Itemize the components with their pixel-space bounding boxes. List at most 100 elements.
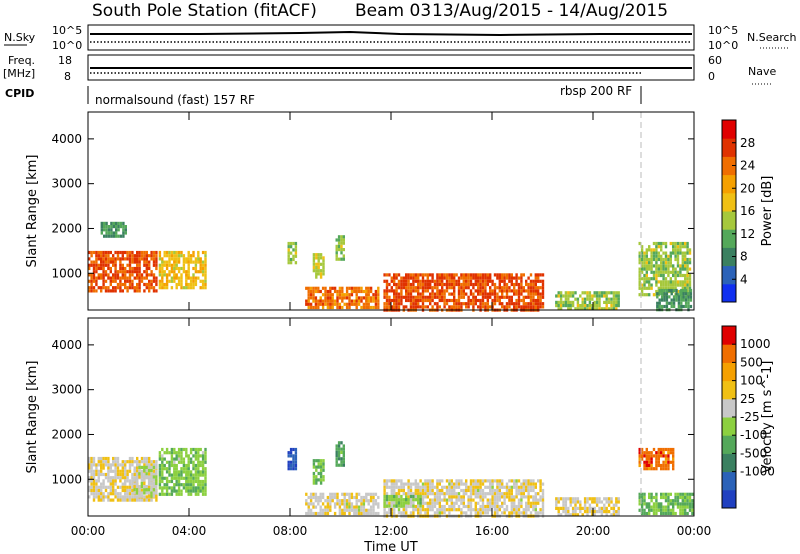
- data-cell: [161, 276, 164, 280]
- data-cell: [109, 476, 112, 480]
- data-cell: [493, 298, 497, 303]
- data-cell: [520, 501, 523, 505]
- data-cell: [341, 492, 344, 496]
- data-cell: [197, 483, 200, 487]
- data-cell: [390, 482, 393, 486]
- data-cell: [472, 302, 475, 306]
- data-cell: [187, 467, 190, 471]
- data-cell: [194, 260, 198, 264]
- data-cell: [445, 282, 449, 287]
- data-cell: [525, 508, 528, 512]
- data-cell: [136, 289, 139, 293]
- colorbar-tick-label: 28: [740, 136, 755, 150]
- data-cell: [180, 286, 183, 290]
- data-cell: [431, 504, 434, 509]
- data-cell: [128, 488, 132, 493]
- data-cell: [650, 283, 653, 287]
- data-cell: [515, 492, 518, 496]
- data-cell: [648, 460, 651, 464]
- data-cell: [663, 292, 666, 296]
- data-cell: [664, 267, 668, 271]
- data-cell: [638, 257, 641, 262]
- data-cell: [140, 494, 144, 498]
- data-cell: [612, 304, 616, 308]
- data-cell: [341, 511, 344, 516]
- data-cell: [158, 263, 162, 267]
- data-cell: [355, 286, 358, 290]
- data-cell: [317, 299, 320, 303]
- data-cell: [648, 451, 651, 455]
- data-cell: [412, 295, 415, 299]
- data-cell: [150, 250, 153, 255]
- data-cell: [525, 289, 528, 293]
- data-cell: [445, 289, 449, 293]
- data-cell: [655, 492, 658, 496]
- data-cell: [189, 486, 193, 490]
- data-cell: [338, 502, 342, 506]
- data-cell: [559, 304, 563, 308]
- data-cell: [453, 273, 456, 277]
- data-cell: [679, 264, 682, 268]
- data-cell: [337, 457, 341, 461]
- data-cell: [180, 470, 183, 474]
- data-cell: [670, 292, 673, 296]
- data-cell: [322, 459, 325, 463]
- data-cell: [515, 495, 518, 499]
- data-cell: [652, 293, 656, 297]
- data-cell: [292, 248, 295, 252]
- data-cell: [436, 508, 439, 512]
- x-tick-label: 00:00: [677, 524, 712, 538]
- data-cell: [417, 482, 420, 486]
- data-cell: [433, 282, 437, 287]
- data-cell: [660, 295, 664, 299]
- data-cell: [662, 270, 665, 274]
- data-cell: [417, 511, 420, 515]
- data-cell: [667, 254, 670, 258]
- data-cell: [557, 294, 560, 298]
- data-cell: [124, 469, 127, 473]
- data-cell: [114, 479, 117, 483]
- data-cell: [581, 513, 584, 517]
- data-cell: [534, 495, 537, 499]
- data-cell: [292, 447, 295, 452]
- data-cell: [333, 492, 337, 496]
- data-cell: [388, 295, 391, 299]
- data-cell: [407, 482, 410, 486]
- data-cell: [305, 499, 308, 503]
- data-cell: [136, 282, 139, 287]
- data-cell: [95, 270, 98, 274]
- data-cell: [460, 282, 463, 287]
- data-cell: [383, 289, 386, 293]
- data-cell: [326, 495, 330, 500]
- data-cell: [97, 492, 100, 496]
- data-cell: [348, 302, 351, 306]
- data-cell: [515, 479, 518, 483]
- data-cell: [148, 266, 151, 271]
- data-cell: [567, 300, 570, 304]
- data-cell: [201, 451, 205, 455]
- data-cell: [433, 295, 437, 299]
- data-cell: [569, 307, 572, 311]
- data-cell: [102, 260, 105, 264]
- data-cell: [152, 276, 156, 280]
- data-cell: [498, 302, 501, 306]
- data-cell: [527, 286, 530, 290]
- data-cell: [515, 305, 518, 309]
- data-cell: [312, 305, 315, 310]
- data-cell: [317, 256, 320, 260]
- data-cell: [150, 488, 153, 492]
- data-cell: [100, 456, 103, 461]
- data-cell: [680, 298, 683, 302]
- data-cell: [168, 486, 171, 490]
- data-cell: [177, 270, 181, 274]
- data-cell: [104, 485, 108, 489]
- data-cell: [340, 248, 343, 252]
- data-cell: [97, 485, 100, 489]
- data-cell: [201, 470, 205, 474]
- data-cell: [95, 254, 98, 258]
- data-cell: [319, 505, 322, 509]
- data-cell: [477, 482, 480, 486]
- data-cell: [395, 492, 398, 496]
- data-cell: [431, 292, 434, 296]
